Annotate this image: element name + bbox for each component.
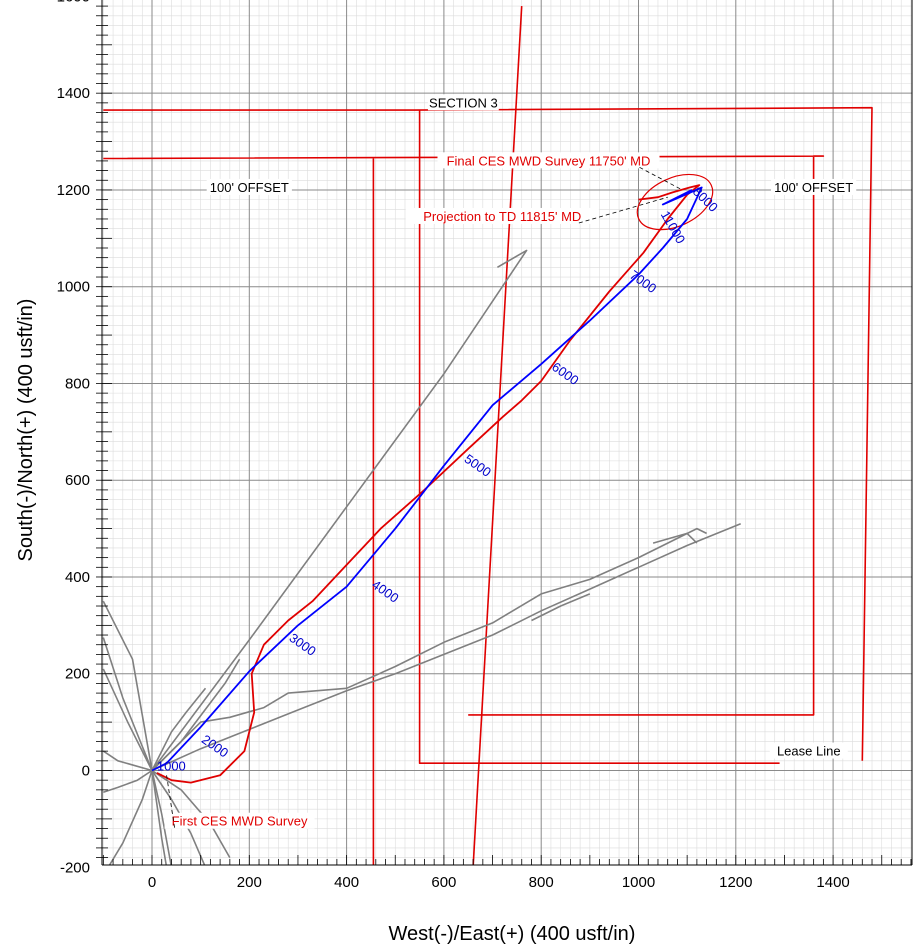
offset-well-line [108,770,153,865]
annotation-label: 100' OFFSET [774,180,853,195]
md-marker-label: 5000 [462,451,494,480]
x-tick-label: 200 [237,874,262,891]
annotations: SECTION 3 100' OFFSET 100' OFFSET Final CES… [164,94,857,829]
annotation-label: 100' OFFSET [210,180,289,195]
y-tick-label: 200 [65,666,90,683]
annotation-label: Final CES MWD Survey 11750' MD [447,153,651,168]
major-grid [102,0,912,865]
y-tick-label: 0 [82,763,90,780]
offset-well-line [103,769,153,794]
annotation-label: Projection to TD 11815' MD [423,209,581,224]
x-tick-label: 1200 [719,874,752,891]
annotation-background [405,207,599,224]
offset-well-line [102,600,153,771]
annotation-background [771,178,857,195]
annotation-background [437,152,660,169]
x-axis-ticks: 0 200 400 600 800 1000 1200 1400 [102,855,912,891]
x-tick-label: 400 [334,874,359,891]
y-tick-label: 1000 [57,279,90,296]
annotation-leader [166,775,175,828]
offset-well-line [531,593,591,622]
annotation-label: First CES MWD Survey [172,814,308,829]
lease-lines [103,6,873,865]
offset-well-line [151,687,207,771]
x-tick-label: 800 [529,874,554,891]
planned-wellpath-line [151,186,703,772]
lease-line [472,6,523,865]
offset-well-line [151,523,742,772]
annotation-label: SECTION 3 [429,95,498,110]
y-tick-label: 600 [65,472,90,489]
y-axis-title: South(-)/North(+) (400 usft/in) [15,299,37,562]
lease-line [103,106,873,761]
annotation-background [206,178,292,195]
x-tick-label: 1400 [816,874,849,891]
actual-wellpath-line [156,184,701,784]
annotation-background [427,94,499,111]
y-tick-label: 400 [65,569,90,586]
offset-well-line [151,770,168,865]
planned-wellpath [151,186,703,772]
plot-frame [101,0,913,866]
y-tick-label: 1600 [57,0,90,5]
annotation-leader [578,196,668,224]
offset-well-line [151,658,241,772]
annotation-label: Lease Line [777,744,841,759]
x-tick-label: 1000 [622,874,655,891]
y-tick-label: 1400 [57,85,90,102]
offset-well-line [102,637,153,771]
offset-well-line [652,532,698,544]
minor-grid [102,0,912,865]
x-tick-label: 600 [431,874,456,891]
annotation-leader [639,166,683,191]
md-marker-label: 7000 [627,267,659,296]
lease-line [418,110,780,765]
md-marker-label: 2000 [199,732,231,761]
offset-well-line [151,527,707,772]
offset-well-line [102,668,153,771]
offset-wells [102,249,742,865]
offset-well-line [151,249,528,771]
annotation-background [769,742,848,759]
annotation-background [164,812,315,829]
md-marker-label: 1000 [157,759,186,774]
y-tick-label: 1200 [57,182,90,199]
offset-well-line [151,770,172,865]
y-tick-label: -200 [60,859,90,876]
y-axis-ticks: -200 0 200 400 600 800 1000 1200 1400 1600 [57,0,112,876]
x-axis-title: West(-)/East(+) (400 usft/in) [389,923,636,945]
offset-well-line [151,769,231,858]
x-tick-label: 0 [148,874,156,891]
offset-well-line [102,750,153,772]
y-tick-label: 800 [65,375,90,392]
